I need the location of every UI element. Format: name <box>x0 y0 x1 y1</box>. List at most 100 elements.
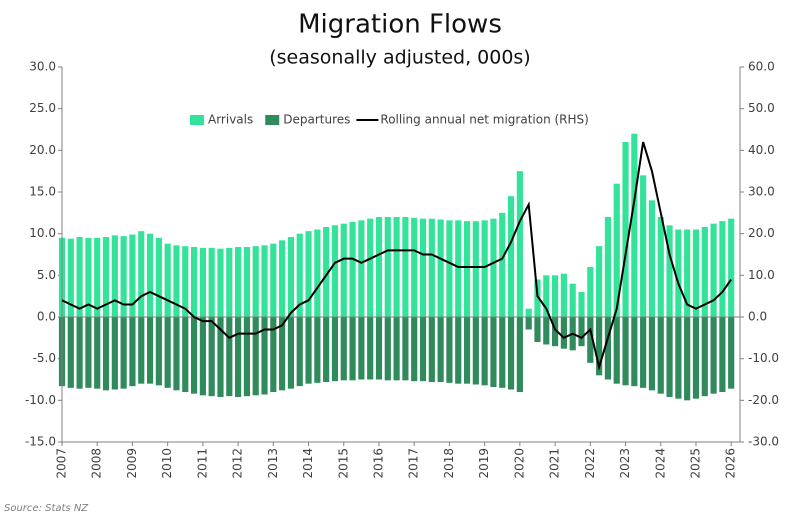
y2-tick-label: 60.0 <box>748 60 775 74</box>
bar <box>578 317 585 347</box>
legend-label: Arrivals <box>208 113 253 127</box>
bar <box>340 317 347 381</box>
x-tick-label: 2020 <box>512 448 526 479</box>
bar <box>270 317 277 392</box>
bar <box>393 217 400 317</box>
bar <box>613 317 620 384</box>
y2-tick-label: 50.0 <box>748 101 775 115</box>
bar <box>446 220 453 317</box>
y2-tick-label: 0.0 <box>748 310 767 324</box>
bar <box>94 317 101 389</box>
bar <box>226 247 233 317</box>
bar <box>384 317 391 381</box>
chart-subtitle: (seasonally adjusted, 000s) <box>269 47 530 69</box>
bar <box>481 317 488 386</box>
bar <box>340 223 347 317</box>
bar <box>481 220 488 317</box>
bar <box>261 245 268 317</box>
bar <box>578 292 585 317</box>
bar <box>94 237 101 317</box>
x-tick-label: 2014 <box>301 448 315 479</box>
bar <box>182 246 189 317</box>
bar <box>657 217 664 317</box>
x-tick-label: 2015 <box>336 448 350 479</box>
bar <box>411 317 418 382</box>
bar <box>314 229 321 317</box>
bar <box>692 317 700 399</box>
bar <box>208 317 215 397</box>
bar <box>543 275 550 317</box>
x-tick-label: 2007 <box>55 448 69 479</box>
bar <box>455 317 462 384</box>
bar <box>226 317 233 397</box>
bar <box>155 317 162 386</box>
bar <box>516 317 523 392</box>
bar <box>534 279 541 317</box>
bar <box>120 317 127 389</box>
bar <box>305 317 312 384</box>
bar <box>296 317 303 387</box>
bar <box>367 218 374 317</box>
bar <box>67 238 74 317</box>
bar <box>402 317 409 381</box>
bar <box>76 317 83 389</box>
bar <box>287 317 295 389</box>
bar <box>648 200 656 317</box>
bar <box>270 243 277 317</box>
bar <box>710 317 717 394</box>
bar <box>728 218 735 317</box>
bar <box>358 220 365 317</box>
x-tick-label: 2026 <box>724 448 738 479</box>
y2-tick-label: -20.0 <box>748 393 779 407</box>
legend-swatch <box>265 115 280 125</box>
bar <box>613 183 620 317</box>
bar <box>428 218 435 317</box>
bar <box>155 237 162 317</box>
bar <box>657 317 664 394</box>
bar <box>631 317 638 387</box>
y2-tick-label: 30.0 <box>748 185 775 199</box>
bar <box>692 229 700 317</box>
bar <box>402 217 409 317</box>
bar <box>323 227 330 317</box>
bar <box>67 317 74 388</box>
bar <box>552 317 559 347</box>
bar <box>622 317 629 386</box>
bar <box>252 317 259 396</box>
bar <box>604 217 612 317</box>
bar <box>684 229 691 317</box>
bar <box>507 317 515 390</box>
y-tick-label: 25.0 <box>29 101 56 115</box>
legend-label: Departures <box>283 113 350 127</box>
bar <box>261 317 268 395</box>
x-tick-label: 2025 <box>688 448 702 479</box>
y-tick-label: 20.0 <box>29 143 56 157</box>
bar <box>587 317 594 363</box>
y-tick-label: 5.0 <box>37 268 56 282</box>
bar <box>675 317 682 399</box>
bar <box>120 236 127 317</box>
bar <box>129 317 136 387</box>
bar <box>138 231 145 317</box>
source-note: Source: Stats NZ <box>4 503 89 514</box>
x-tick-label: 2008 <box>90 448 104 479</box>
bar <box>173 317 180 391</box>
bar <box>111 235 118 317</box>
bar <box>472 221 479 317</box>
legend: Arrivals Departures Rolling annual net mig… <box>190 113 589 127</box>
y-tick-label: -5.0 <box>33 351 56 365</box>
bar <box>507 196 515 317</box>
bar <box>76 237 83 317</box>
bar <box>499 317 506 388</box>
bar <box>349 222 356 317</box>
bar <box>199 317 206 396</box>
bar <box>675 229 682 317</box>
bar <box>85 237 92 317</box>
y2-tick-label: -10.0 <box>748 351 779 365</box>
bar <box>701 227 708 317</box>
bar <box>164 243 171 317</box>
x-tick-label: 2023 <box>618 448 632 479</box>
x-tick-label: 2011 <box>195 448 209 479</box>
bar <box>138 317 145 384</box>
